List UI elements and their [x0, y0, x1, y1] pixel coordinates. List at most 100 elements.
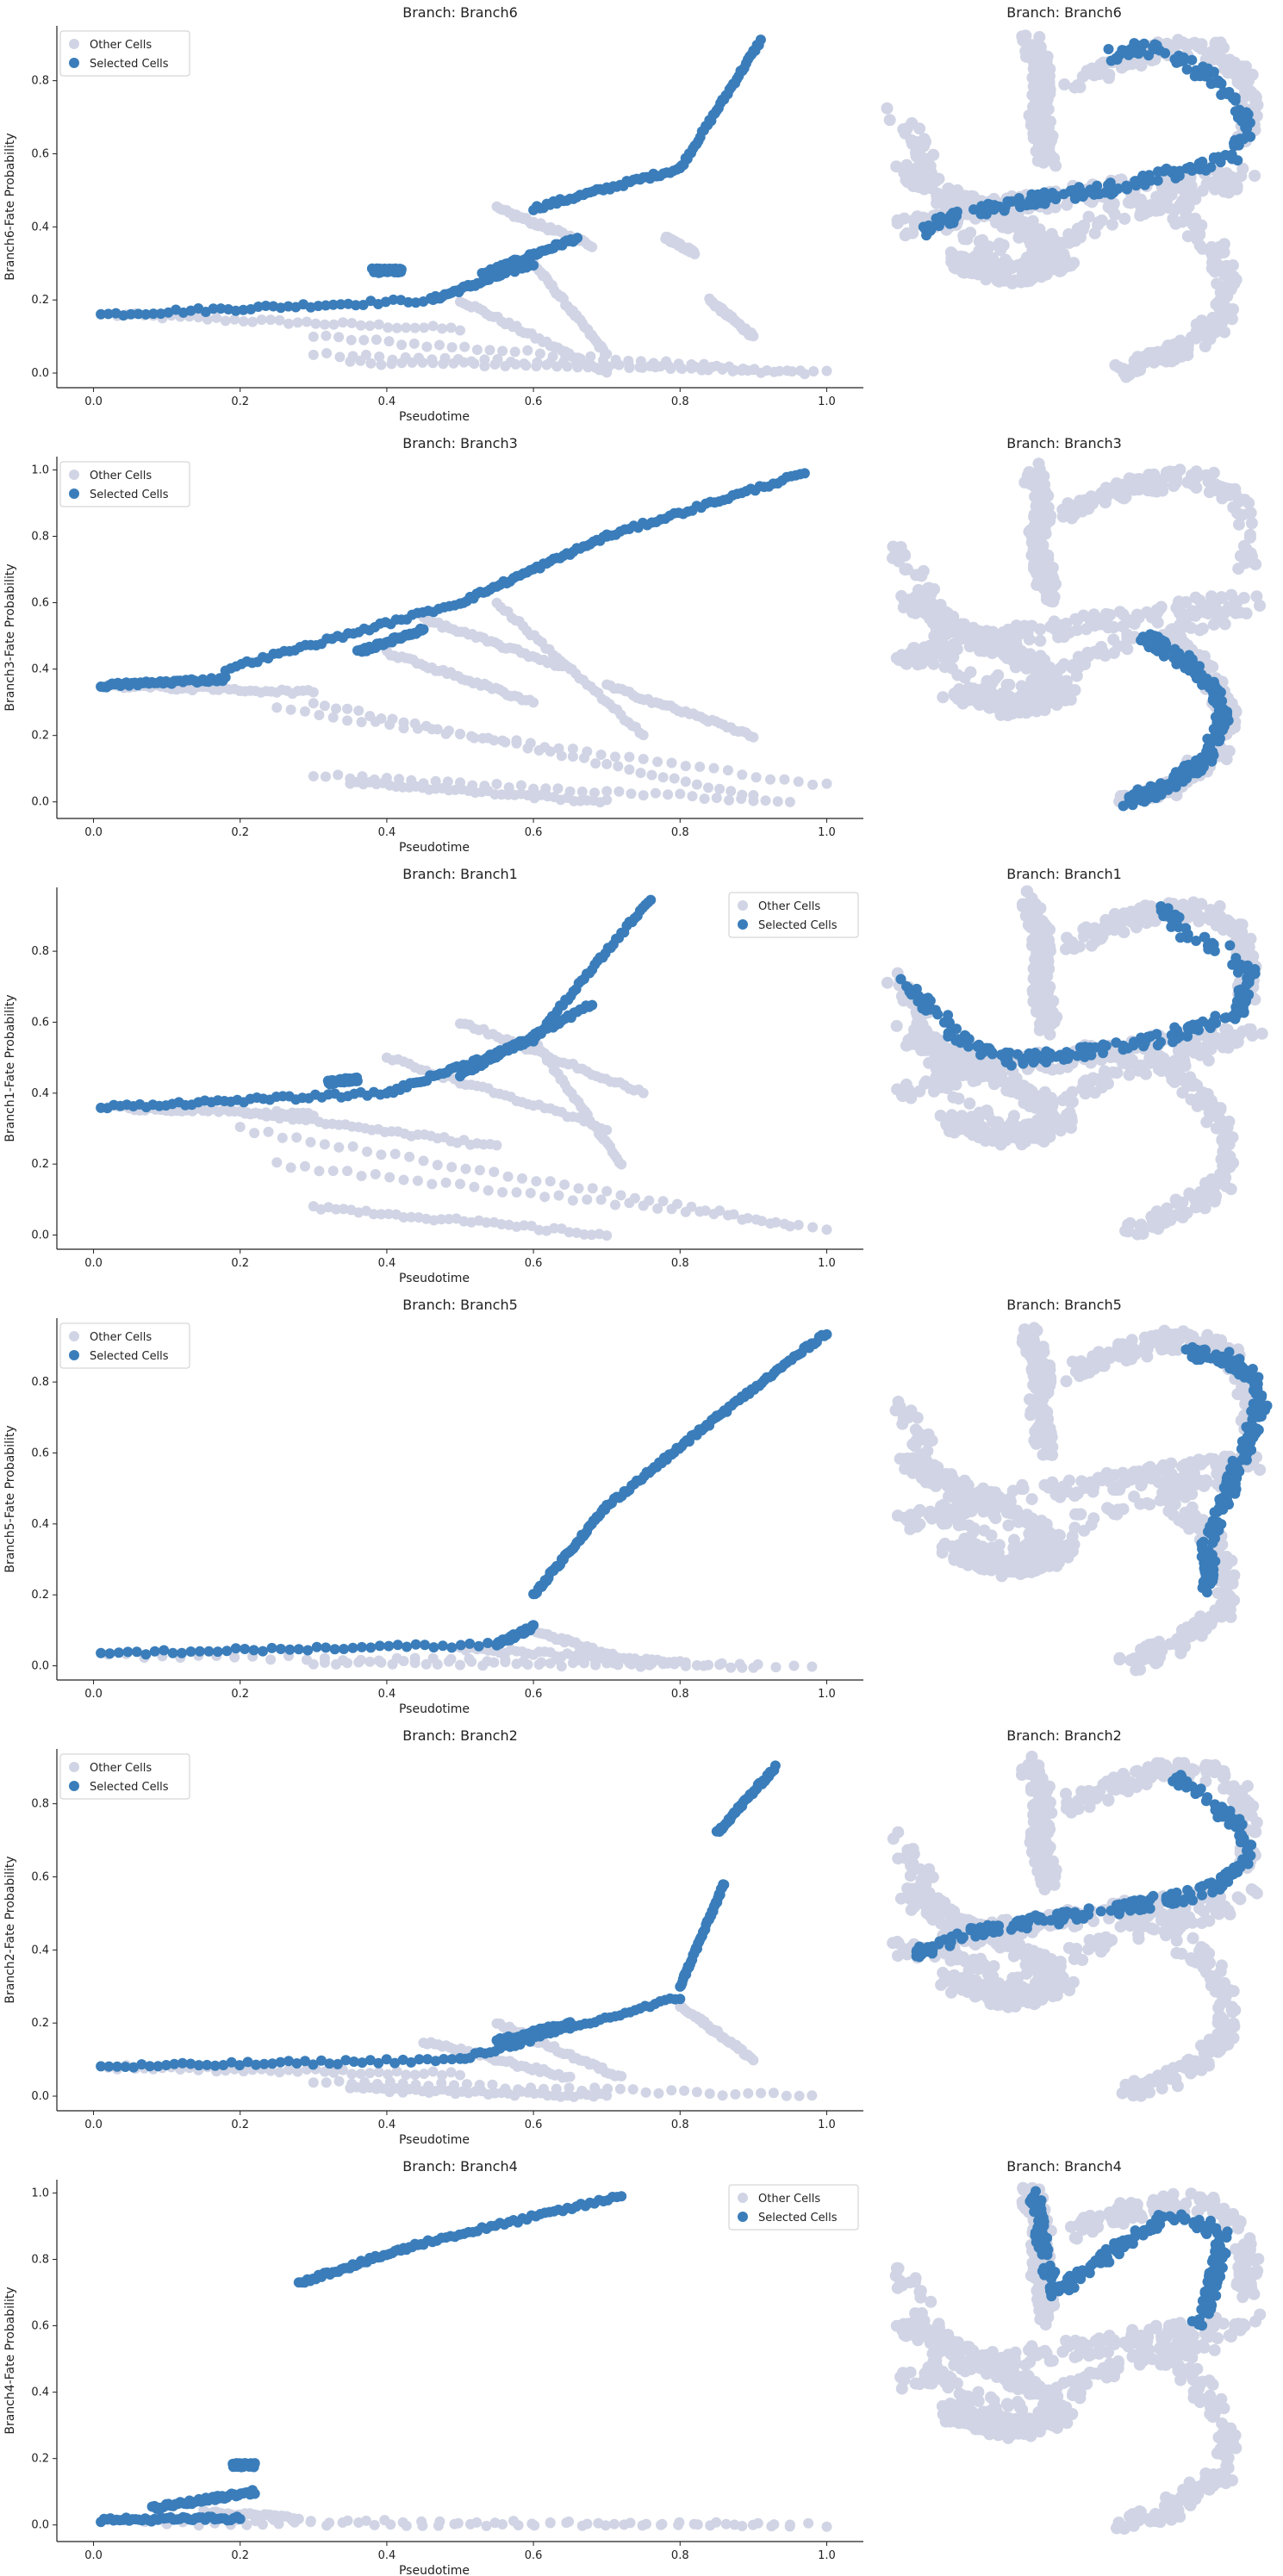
other-cell-point	[321, 330, 332, 341]
other-cell-point	[238, 316, 249, 327]
other-cell-point	[666, 757, 677, 768]
umap-selected-cell	[1181, 64, 1193, 75]
umap-other-cell	[1043, 940, 1056, 953]
other-cell-point	[321, 771, 331, 782]
x-tick-label: 1.0	[818, 1257, 836, 1270]
scatter-points	[96, 468, 832, 808]
umap-other-cell	[1114, 923, 1127, 936]
other-cell-point	[211, 312, 222, 323]
legend-box	[59, 30, 190, 77]
umap-other-cell	[1033, 1017, 1046, 1030]
other-cell-point	[302, 316, 312, 327]
other-cell-point	[342, 703, 353, 714]
other-cell-point	[256, 314, 267, 326]
other-cell-point	[559, 1179, 570, 1190]
umap-other-cell	[1079, 494, 1091, 507]
other-cell-point	[474, 1165, 485, 1176]
other-cell-point	[567, 744, 578, 755]
other-cell-point	[564, 663, 576, 675]
umap-other-cell	[1136, 1061, 1149, 1073]
umap-other-cell	[931, 647, 944, 660]
other-cell-point	[689, 249, 701, 259]
other-cell-point	[708, 1209, 719, 1220]
x-tick-label: 0.0	[84, 395, 103, 408]
umap-other-cell	[1244, 1023, 1257, 1036]
umap-other-cell	[1056, 249, 1069, 262]
selected-cell-point	[352, 1075, 363, 1086]
other-cell-point	[220, 315, 231, 327]
other-cell-point	[652, 756, 663, 768]
umap-other-cell	[1045, 577, 1058, 590]
other-cell-point	[407, 357, 418, 368]
legend-marker-selected	[69, 58, 79, 68]
other-cell-point	[427, 724, 438, 735]
other-cell-point	[355, 320, 366, 331]
umap-other-cell	[937, 691, 950, 704]
umap-other-cell	[1038, 1086, 1051, 1098]
umap-other-cell	[1237, 66, 1250, 79]
umap-other-cell	[1049, 623, 1062, 636]
umap-other-cell	[1055, 264, 1068, 277]
selected-cell-point	[103, 308, 114, 320]
umap-other-cell	[1028, 115, 1041, 128]
other-cell-point	[328, 319, 339, 330]
other-cell-point	[652, 1203, 663, 1214]
other-cell-point	[525, 737, 536, 749]
other-cell-point	[772, 796, 783, 807]
umap-other-cell	[908, 642, 921, 655]
umap-other-cell	[987, 1072, 999, 1085]
other-cell-point	[638, 730, 649, 741]
other-cell-point	[346, 334, 357, 345]
umap-other-cell	[1123, 907, 1136, 920]
umap-other-cell	[1154, 602, 1167, 615]
x-tick-label: 0.0	[84, 1257, 103, 1270]
legend-label-selected: Selected Cells	[90, 488, 169, 501]
other-cell-point	[355, 355, 366, 366]
other-cell-point	[308, 331, 319, 342]
x-tick-label: 0.8	[671, 395, 689, 408]
other-cell-point	[327, 1166, 339, 1177]
other-cell-point	[601, 367, 613, 378]
umap-other-cell	[1210, 919, 1223, 931]
umap-other-cell	[1223, 283, 1236, 296]
umap-other-cell	[1107, 633, 1120, 646]
y-tick-label: 0.4	[31, 663, 49, 676]
umap-other-cell	[909, 135, 922, 148]
x-tick-label: 0.2	[231, 1257, 249, 1270]
umap-other-cell	[906, 117, 919, 129]
umap-selected-cell	[1206, 756, 1218, 767]
other-cell-point	[624, 764, 635, 775]
umap-other-cell	[1016, 30, 1029, 43]
other-cell-point	[489, 359, 501, 370]
other-cell-point	[469, 732, 480, 744]
other-cell-point	[291, 1132, 302, 1143]
other-cell-point	[308, 687, 319, 698]
selected-cell-point	[645, 894, 657, 905]
umap-other-cell	[1186, 331, 1198, 344]
umap-other-cell	[1007, 1110, 1020, 1123]
other-cell-point	[396, 339, 408, 351]
other-cell-point	[409, 322, 420, 333]
other-cell-point	[714, 783, 726, 794]
umap-other-cell	[1214, 36, 1227, 49]
other-cell-point	[356, 717, 367, 728]
selected-cell-point	[388, 294, 399, 305]
umap-other-cell	[942, 607, 954, 619]
umap-other-cell	[1202, 599, 1215, 612]
other-cell-point	[412, 1175, 423, 1186]
umap-other-cell	[1003, 1080, 1016, 1093]
other-cell-point	[308, 771, 319, 781]
other-cell-point	[624, 1198, 635, 1209]
umap-selected-cell	[1208, 695, 1219, 706]
umap-other-cell	[1250, 590, 1263, 603]
other-cell-point	[469, 358, 480, 369]
other-cell-point	[686, 363, 697, 374]
other-cell-point	[553, 1190, 564, 1201]
other-cell-point	[703, 782, 713, 793]
umap-other-cell	[1243, 87, 1255, 100]
other-cell-point	[539, 1192, 551, 1203]
umap-other-cell	[942, 194, 955, 207]
umap-selected-cell	[1186, 54, 1198, 65]
other-cell-point	[342, 1166, 353, 1177]
